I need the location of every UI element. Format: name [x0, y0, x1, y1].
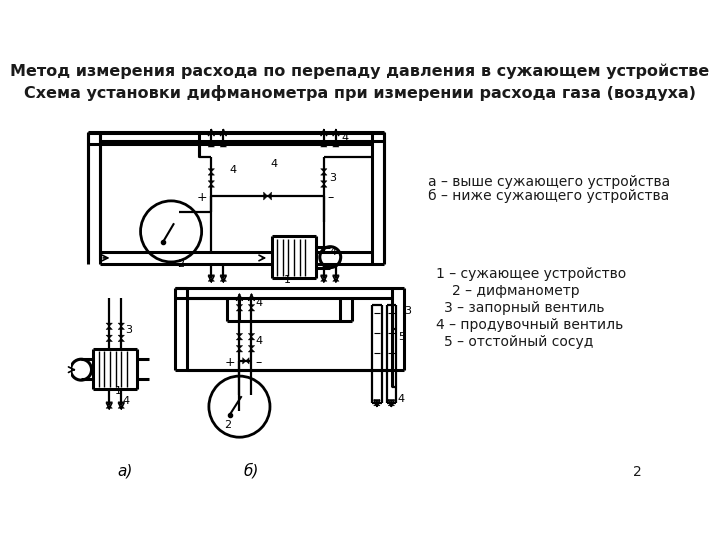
Polygon shape: [220, 278, 227, 281]
Polygon shape: [243, 357, 246, 364]
Polygon shape: [220, 275, 227, 278]
Polygon shape: [248, 305, 255, 308]
Polygon shape: [248, 334, 255, 337]
Polygon shape: [220, 144, 227, 147]
Polygon shape: [236, 337, 243, 340]
Text: б – ниже сужающего устройства: б – ниже сужающего устройства: [428, 189, 670, 203]
Polygon shape: [320, 140, 327, 144]
Polygon shape: [333, 140, 339, 144]
Polygon shape: [118, 402, 125, 405]
Text: 1 – сужающее устройство: 1 – сужающее устройство: [436, 267, 626, 281]
Text: 4: 4: [256, 298, 263, 308]
Text: 5: 5: [397, 332, 405, 342]
Text: Метод измерения расхода по перепаду давления в сужающем устройстве: Метод измерения расхода по перепаду давл…: [10, 64, 710, 79]
Text: 1: 1: [284, 275, 291, 286]
Text: 4 – продувочный вентиль: 4 – продувочный вентиль: [436, 318, 624, 332]
Polygon shape: [248, 337, 255, 340]
Polygon shape: [320, 172, 327, 175]
Polygon shape: [106, 402, 112, 405]
Text: а – выше сужающего устройства: а – выше сужающего устройства: [428, 174, 670, 188]
Polygon shape: [106, 323, 112, 326]
Text: –: –: [256, 356, 262, 369]
Polygon shape: [118, 405, 125, 408]
Polygon shape: [118, 339, 125, 341]
Text: Схема установки дифманометра при измерении расхода газа (воздуха): Схема установки дифманометра при измерен…: [24, 85, 696, 101]
Polygon shape: [208, 140, 215, 144]
Polygon shape: [248, 308, 255, 311]
Text: б): б): [244, 463, 259, 479]
Polygon shape: [106, 405, 112, 408]
Polygon shape: [208, 181, 215, 184]
Polygon shape: [208, 278, 215, 281]
Polygon shape: [106, 326, 112, 329]
Polygon shape: [118, 326, 125, 329]
Polygon shape: [208, 144, 215, 147]
Polygon shape: [236, 305, 243, 308]
Text: 3: 3: [404, 306, 411, 316]
Polygon shape: [320, 184, 327, 187]
Polygon shape: [208, 168, 215, 172]
Polygon shape: [106, 335, 112, 339]
Text: 3: 3: [330, 173, 336, 183]
Polygon shape: [268, 192, 271, 200]
Text: 4: 4: [341, 133, 348, 143]
Text: 4: 4: [397, 394, 405, 403]
Polygon shape: [118, 335, 125, 339]
Polygon shape: [248, 346, 255, 349]
Polygon shape: [333, 278, 339, 281]
Polygon shape: [374, 403, 380, 406]
Polygon shape: [320, 275, 327, 278]
Polygon shape: [118, 323, 125, 326]
Text: +: +: [197, 191, 207, 204]
Polygon shape: [236, 349, 243, 352]
Polygon shape: [333, 275, 339, 278]
Polygon shape: [320, 181, 327, 184]
Text: 4: 4: [330, 247, 336, 258]
Polygon shape: [333, 144, 339, 147]
Text: 2: 2: [177, 259, 184, 269]
Polygon shape: [264, 192, 268, 200]
Polygon shape: [208, 184, 215, 187]
Text: 4: 4: [123, 396, 130, 406]
Polygon shape: [236, 308, 243, 311]
Text: 3 – запорный вентиль: 3 – запорный вентиль: [444, 301, 605, 315]
Text: +: +: [225, 356, 235, 369]
Polygon shape: [320, 278, 327, 281]
Text: 2: 2: [633, 465, 642, 479]
Text: –: –: [328, 191, 334, 204]
Polygon shape: [374, 400, 380, 403]
Polygon shape: [388, 400, 395, 403]
Polygon shape: [248, 349, 255, 352]
Polygon shape: [208, 275, 215, 278]
Polygon shape: [320, 144, 327, 147]
Text: 4: 4: [229, 165, 236, 176]
Polygon shape: [208, 172, 215, 175]
Text: 5 – отстойный сосуд: 5 – отстойный сосуд: [444, 335, 594, 348]
Text: 3: 3: [125, 325, 132, 335]
Polygon shape: [236, 334, 243, 337]
Text: 1: 1: [114, 386, 122, 396]
Text: 4: 4: [256, 336, 263, 346]
Polygon shape: [106, 339, 112, 341]
Text: 2: 2: [224, 420, 231, 430]
Text: 4: 4: [270, 159, 277, 169]
Polygon shape: [236, 346, 243, 349]
Text: 2 – дифманометр: 2 – дифманометр: [452, 284, 580, 298]
Polygon shape: [320, 168, 327, 172]
Polygon shape: [220, 140, 227, 144]
Text: а): а): [117, 464, 133, 479]
Polygon shape: [246, 357, 249, 364]
Polygon shape: [388, 403, 395, 406]
